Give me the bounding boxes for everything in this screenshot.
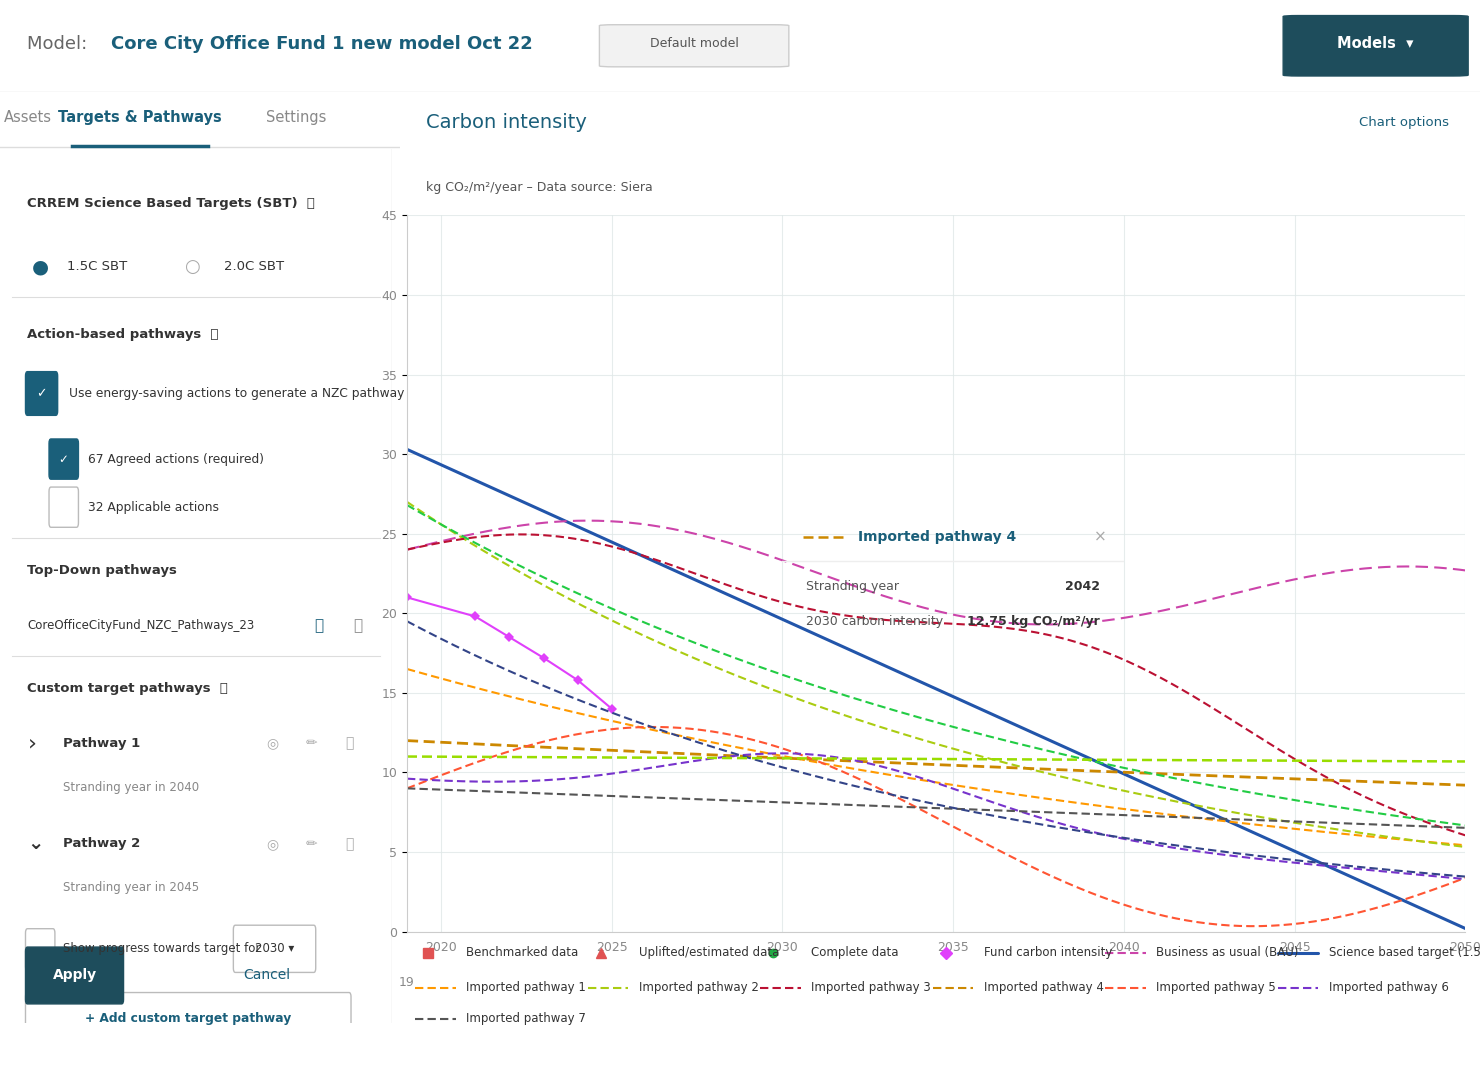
FancyBboxPatch shape	[1283, 15, 1468, 76]
Text: ●: ●	[31, 257, 49, 276]
Text: Stranding year in 2040: Stranding year in 2040	[62, 781, 198, 794]
Text: Show progress towards target for: Show progress towards target for	[62, 942, 260, 955]
Text: Settings: Settings	[265, 110, 326, 125]
FancyBboxPatch shape	[25, 947, 123, 1004]
Text: Action-based pathways  ⓘ: Action-based pathways ⓘ	[28, 327, 219, 341]
Text: CRREM Science Based Targets (SBT)  ⓘ: CRREM Science Based Targets (SBT) ⓘ	[28, 197, 315, 210]
Text: Apply: Apply	[52, 968, 96, 982]
Text: 19: 19	[400, 976, 414, 989]
Text: Use energy-saving actions to generate a NZC pathway: Use energy-saving actions to generate a …	[68, 387, 404, 400]
Text: Science based target (1.5C): Science based target (1.5C)	[1329, 947, 1480, 960]
FancyBboxPatch shape	[25, 993, 351, 1045]
Text: Chart options: Chart options	[1359, 115, 1449, 128]
Text: ⌄: ⌄	[28, 835, 44, 853]
FancyBboxPatch shape	[49, 487, 78, 528]
Text: Imported pathway 4: Imported pathway 4	[984, 981, 1104, 994]
Text: Complete data: Complete data	[811, 947, 898, 960]
Text: ○: ○	[185, 257, 200, 276]
Text: Imported pathway 1: Imported pathway 1	[466, 981, 586, 994]
Text: Carbon intensity: Carbon intensity	[426, 113, 588, 131]
Text: Imported pathway 3: Imported pathway 3	[811, 981, 931, 994]
Text: 2.0C SBT: 2.0C SBT	[223, 261, 284, 274]
Text: + Add custom target pathway: + Add custom target pathway	[86, 1012, 292, 1025]
Text: Imported pathway 2: Imported pathway 2	[639, 981, 759, 994]
Text: 🗑: 🗑	[345, 737, 354, 751]
Text: Custom target pathways  ⓘ: Custom target pathways ⓘ	[28, 682, 228, 695]
Text: 2030 ▾: 2030 ▾	[255, 942, 295, 955]
Text: Default model: Default model	[650, 38, 739, 51]
Text: Business as usual (BAU): Business as usual (BAU)	[1156, 947, 1298, 960]
Text: 🗑: 🗑	[345, 837, 354, 851]
Text: Uplifted/estimated data: Uplifted/estimated data	[639, 947, 778, 960]
Text: Model:: Model:	[27, 34, 93, 53]
Text: Stranding year in 2045: Stranding year in 2045	[62, 881, 198, 894]
FancyBboxPatch shape	[599, 25, 789, 67]
Text: ✓: ✓	[37, 387, 47, 400]
Text: 2042: 2042	[1066, 579, 1100, 592]
Text: ◎: ◎	[266, 737, 278, 751]
Text: ✓: ✓	[59, 452, 68, 465]
Text: Imported pathway 4: Imported pathway 4	[857, 530, 1015, 544]
Text: Pathway 2: Pathway 2	[62, 838, 141, 851]
FancyBboxPatch shape	[49, 439, 78, 479]
Text: Imported pathway 6: Imported pathway 6	[1329, 981, 1449, 994]
Text: ✏: ✏	[306, 837, 318, 851]
Text: ›: ›	[28, 733, 37, 753]
Text: 32 Applicable actions: 32 Applicable actions	[89, 501, 219, 514]
Text: Cancel: Cancel	[243, 968, 290, 982]
Text: 1.5C SBT: 1.5C SBT	[67, 261, 127, 274]
Text: Imported pathway 5: Imported pathway 5	[1156, 981, 1276, 994]
Text: Stranding year: Stranding year	[807, 579, 900, 592]
Text: 12.75 kg CO₂/m²/yr: 12.75 kg CO₂/m²/yr	[968, 615, 1100, 628]
Text: Imported pathway 7: Imported pathway 7	[466, 1012, 586, 1025]
Text: 67 Agreed actions (required): 67 Agreed actions (required)	[89, 452, 265, 465]
Text: CoreOfficeCityFund_NZC_Pathways_23: CoreOfficeCityFund_NZC_Pathways_23	[28, 619, 255, 632]
Text: Assets: Assets	[4, 110, 52, 125]
Text: Targets & Pathways: Targets & Pathways	[58, 110, 222, 125]
Text: Top-Down pathways: Top-Down pathways	[28, 564, 178, 577]
Text: Core City Office Fund 1 new model Oct 22: Core City Office Fund 1 new model Oct 22	[111, 34, 533, 53]
Text: ◎: ◎	[266, 837, 278, 851]
Text: ✏: ✏	[306, 737, 318, 751]
Text: Benchmarked data: Benchmarked data	[466, 947, 579, 960]
Text: 2030 carbon intensity: 2030 carbon intensity	[807, 615, 944, 628]
Text: ×: ×	[1094, 530, 1107, 544]
Text: 👁: 👁	[314, 618, 323, 633]
Text: Fund carbon intensity: Fund carbon intensity	[984, 947, 1111, 960]
Text: Pathway 1: Pathway 1	[62, 737, 141, 750]
Text: kg CO₂/m²/year – Data source: Siera: kg CO₂/m²/year – Data source: Siera	[426, 181, 653, 194]
FancyBboxPatch shape	[234, 925, 315, 973]
FancyBboxPatch shape	[25, 372, 58, 416]
FancyBboxPatch shape	[25, 928, 55, 970]
Text: Models  ▾: Models ▾	[1336, 37, 1413, 52]
Text: 🗑: 🗑	[354, 618, 363, 633]
